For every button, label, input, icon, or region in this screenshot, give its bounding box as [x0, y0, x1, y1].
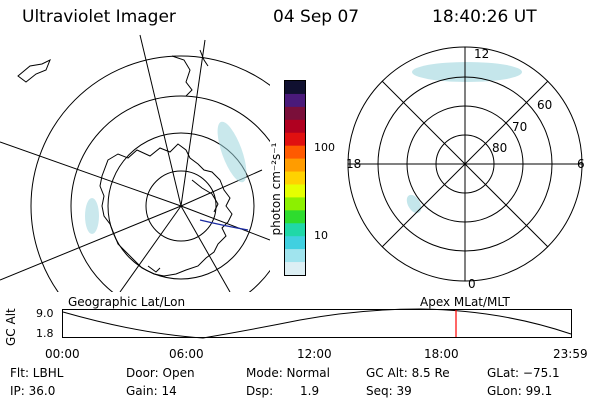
mlat-label-60: 60: [537, 98, 553, 112]
longitude-line: [180, 169, 263, 207]
colorbar-stripe: [285, 171, 305, 185]
colorbar-stripe: [285, 145, 305, 160]
mlt-label-12: 12: [474, 47, 490, 61]
mode-status: Mode: Normal: [246, 366, 330, 380]
latitude-circle: [107, 132, 255, 280]
time-tick-1800: 18:00: [424, 347, 459, 361]
antarctica-coastline: [99, 143, 233, 277]
aurora-emission: [85, 198, 99, 234]
island-outline: [147, 265, 161, 273]
mlat-label-70: 70: [512, 120, 528, 134]
altitude-plot: [62, 308, 572, 339]
dsp-label: Dsp:: [246, 384, 274, 398]
filter-status: Flt: LBHL: [10, 366, 64, 380]
instrument-title: Ultraviolet Imager: [22, 7, 176, 27]
longitude-line: [0, 205, 182, 281]
gc-alt-status: GC Alt: 8.5 Re: [366, 366, 450, 380]
time-tick-0000: 00:00: [45, 347, 80, 361]
peninsula-outline: [171, 55, 193, 97]
latitude-circle: [70, 95, 270, 292]
time-tick-1200: 12:00: [297, 347, 332, 361]
altitude-tick-9: 9.0: [36, 307, 54, 320]
longitude-line: [180, 205, 270, 241]
right-map-title: Apex MLat/MLT: [420, 295, 510, 309]
aurora-emission: [217, 121, 247, 183]
colorbar-tick-100: 100: [314, 141, 335, 154]
altitude-tick-1-8: 1.8: [36, 327, 54, 340]
colorbar-tick-10: 10: [314, 229, 328, 242]
colorbar-stripe: [285, 184, 305, 198]
longitude-line: [139, 34, 182, 207]
colorbar-unit-label: photon cm⁻²s⁻¹: [269, 142, 283, 236]
colorbar-stripe: [285, 210, 305, 224]
colorbar: [284, 80, 306, 276]
colorbar-stripe: [285, 106, 305, 121]
colorbar-stripe: [285, 132, 305, 147]
mlt-label-18: 18: [346, 157, 362, 171]
time-tick-2359: 23:59: [553, 347, 588, 361]
longitude-line: [119, 205, 182, 292]
longitude-line: [180, 39, 206, 207]
latitude-circle: [145, 170, 217, 242]
altitude-curve: [62, 308, 572, 339]
longitude-line: [180, 205, 231, 292]
gain-status: Gain: 14: [126, 384, 177, 398]
observation-time: 18:40:26 UT: [432, 7, 537, 27]
mlat-mlt-polar-plot: [347, 46, 583, 282]
colorbar-stripe: [285, 197, 305, 211]
ip-status: IP: 36.0: [10, 384, 56, 398]
mlat-label-80: 80: [492, 141, 508, 155]
mlt-diagonal: [381, 80, 549, 248]
mlt-label-6: 6: [577, 157, 585, 171]
longitude-line: [0, 141, 182, 207]
south-america-outline: [17, 58, 51, 83]
island-outline: [199, 49, 209, 67]
colorbar-stripe: [285, 158, 305, 173]
aurora-emission: [406, 194, 422, 214]
time-tick-0600: 06:00: [169, 347, 204, 361]
altitude-axis-label: GC Alt: [4, 308, 18, 346]
colorbar-stripe: [285, 223, 305, 237]
colorbar-stripe: [285, 81, 305, 95]
colorbar-stripe: [285, 249, 305, 263]
glat-status: GLat: −75.1: [487, 366, 560, 380]
glon-status: GLon: 99.1: [487, 384, 553, 398]
colorbar-stripe: [285, 93, 305, 108]
colorbar-stripe: [285, 119, 305, 134]
latitude-circle: [30, 55, 270, 292]
door-status: Door: Open: [126, 366, 195, 380]
colorbar-stripe: [285, 262, 305, 276]
aurora-emission: [412, 62, 522, 82]
left-map-title: Geographic Lat/Lon: [68, 295, 186, 309]
seq-status: Seq: 39: [366, 384, 412, 398]
satellite-track: [199, 219, 249, 231]
mlt-label-0: 0: [468, 277, 476, 291]
geographic-map: [0, 34, 270, 292]
observation-date: 04 Sep 07: [273, 7, 360, 27]
dsp-value: 1.9: [300, 384, 320, 398]
ice-shelf-outline: [191, 179, 219, 213]
colorbar-stripe: [285, 236, 305, 250]
